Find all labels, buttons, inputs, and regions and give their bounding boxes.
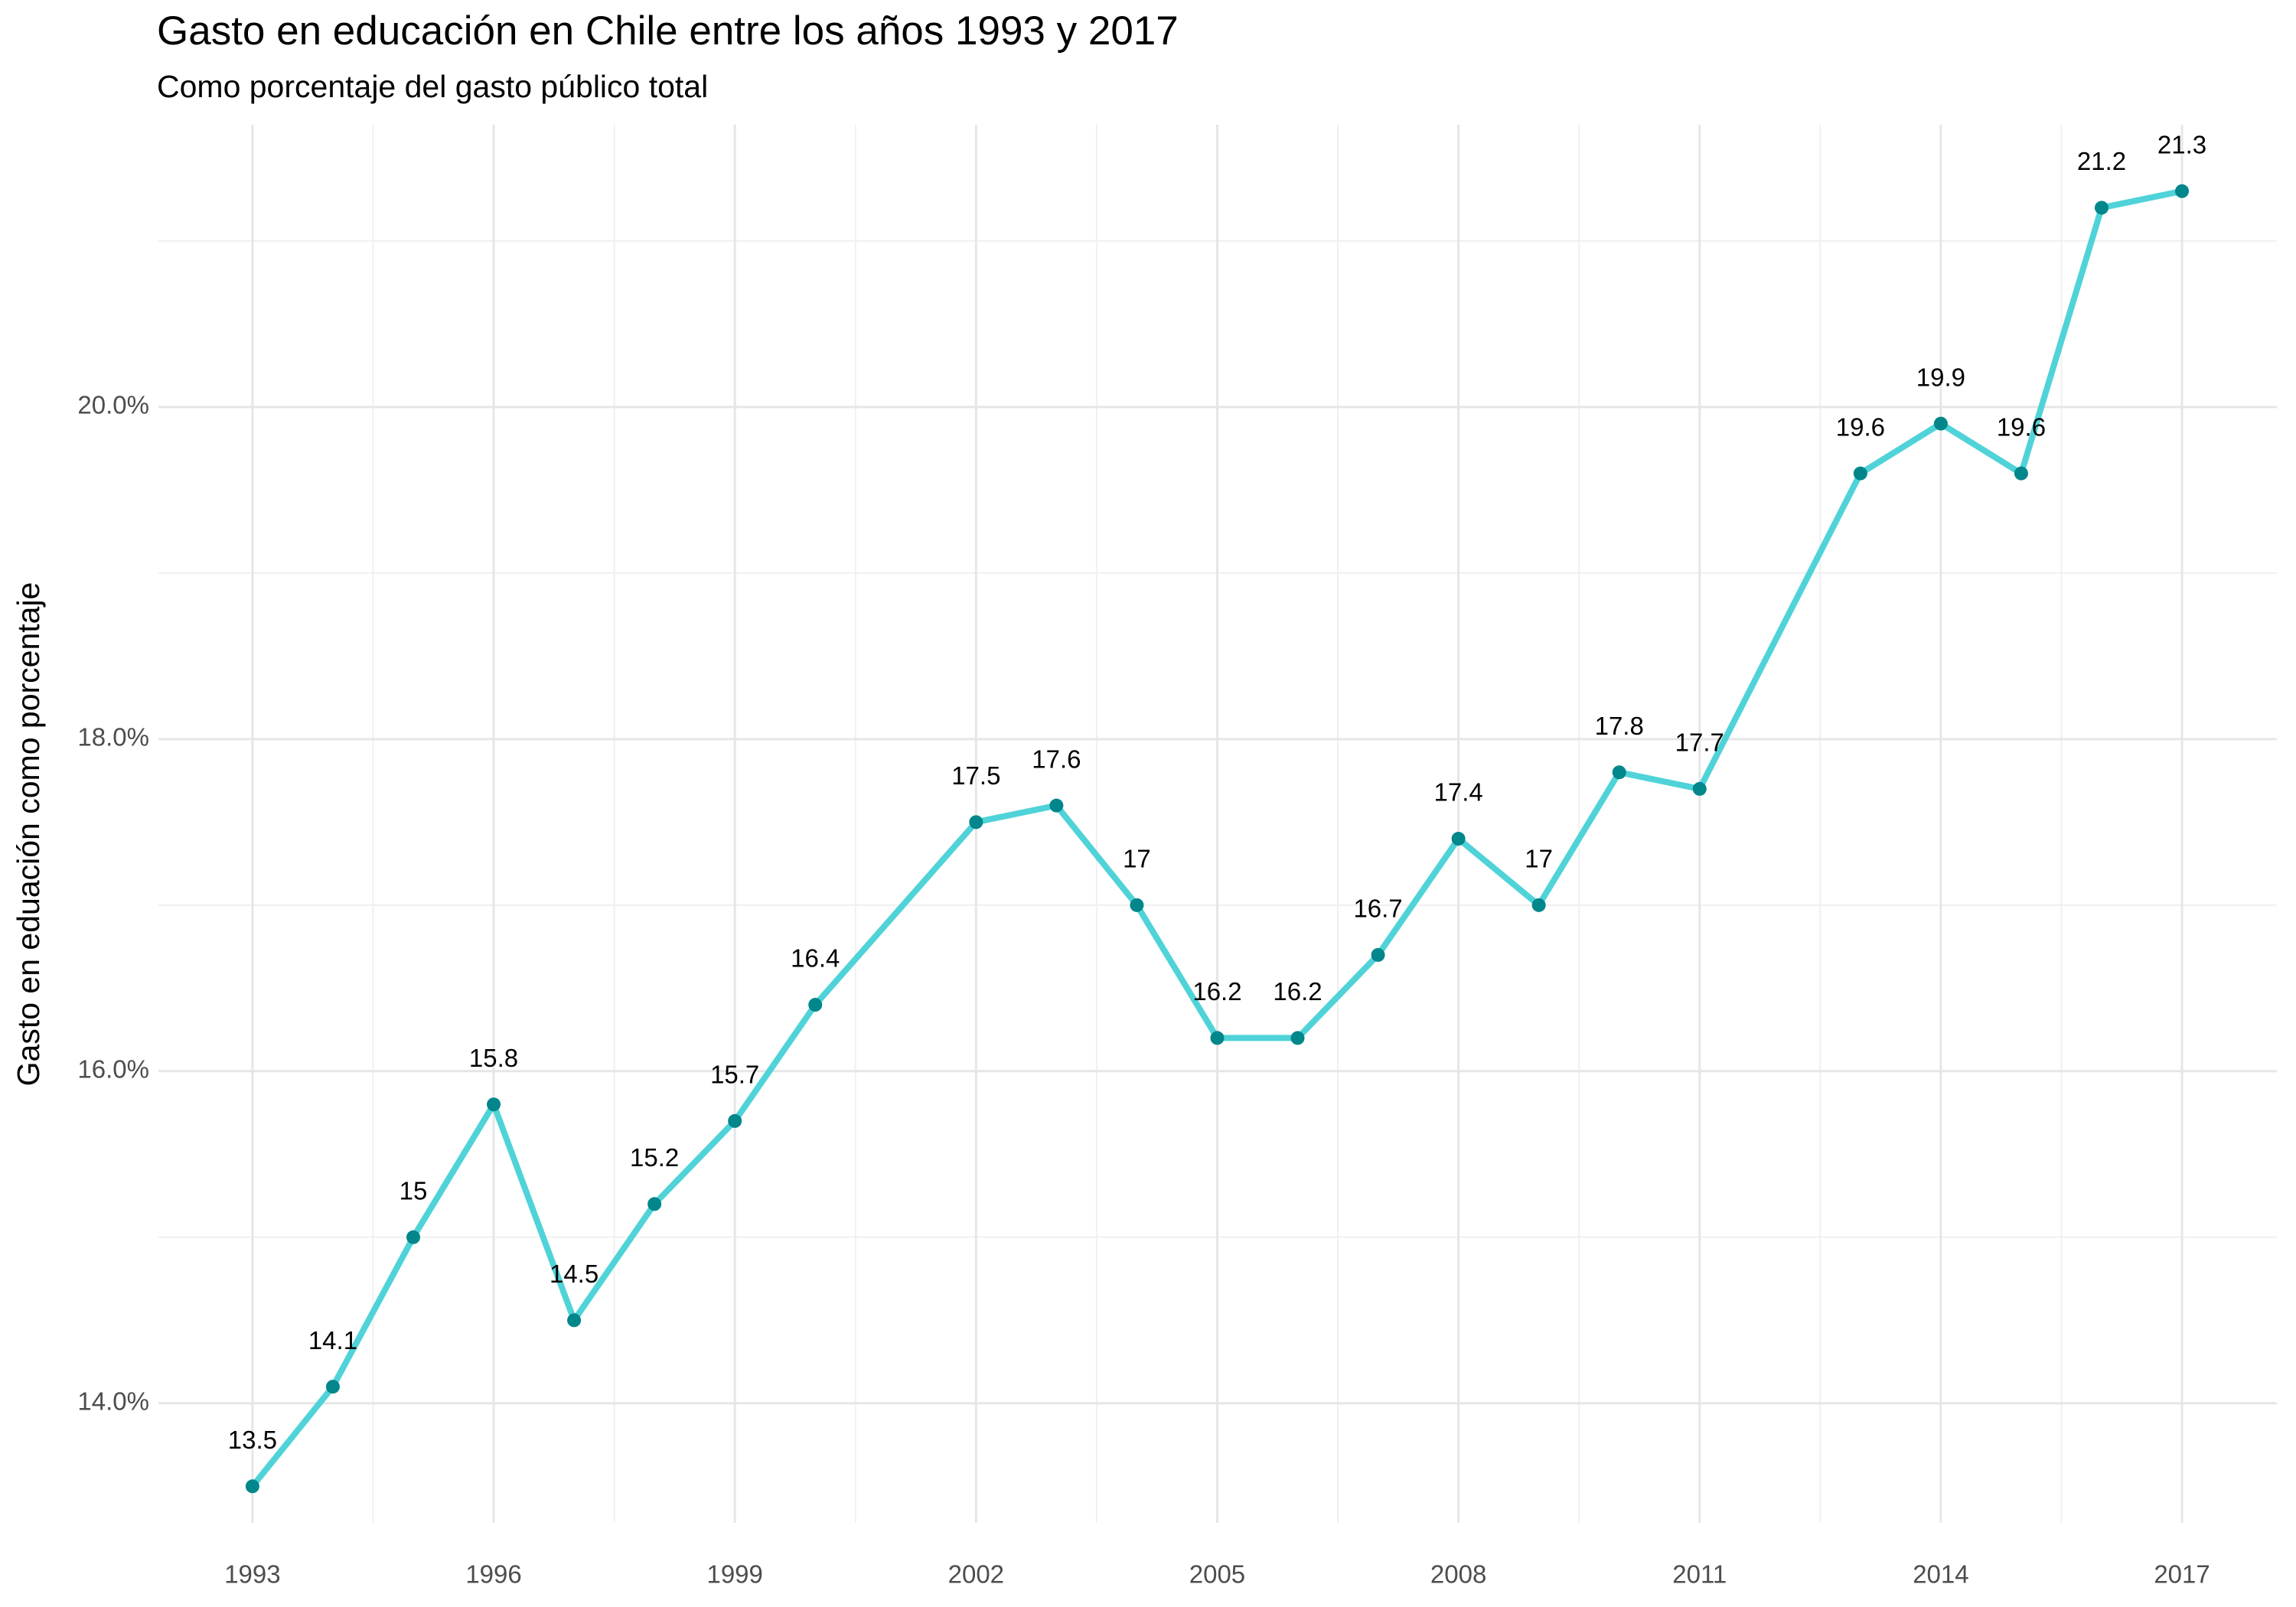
point	[1692, 781, 1707, 796]
point	[1049, 798, 1064, 813]
data-label: 17	[1123, 845, 1151, 873]
point	[2175, 184, 2190, 198]
data-label: 17.7	[1675, 729, 1724, 757]
point	[406, 1230, 421, 1244]
point	[1130, 898, 1144, 912]
data-label: 15.7	[710, 1061, 759, 1089]
data-label: 19.9	[1916, 363, 1965, 391]
point	[1371, 947, 1385, 962]
point	[647, 1197, 662, 1211]
point	[567, 1313, 582, 1328]
data-label: 17.4	[1433, 778, 1482, 807]
point	[325, 1380, 340, 1394]
data-label: 15.8	[469, 1044, 518, 1072]
data-label: 15.2	[630, 1143, 679, 1172]
point	[245, 1479, 259, 1494]
x-tick-label: 1996	[465, 1560, 521, 1589]
chart-title: Gasto en educación en Chile entre los añ…	[157, 8, 1179, 54]
point	[1612, 765, 1626, 780]
x-tick-label: 2005	[1189, 1560, 1245, 1589]
x-tick-label: 1999	[706, 1560, 762, 1589]
x-tick-label: 1993	[224, 1560, 280, 1589]
data-label: 17.8	[1595, 712, 1644, 740]
x-tick-label: 2011	[1672, 1560, 1727, 1589]
y-tick-label: 14.0%	[77, 1387, 149, 1415]
data-label: 16.4	[791, 944, 840, 973]
point	[2014, 466, 2028, 481]
point	[1853, 466, 1867, 481]
data-label: 21.2	[2077, 147, 2126, 175]
data-label: 17.5	[951, 761, 1000, 790]
point	[1933, 416, 1948, 431]
data-label: 21.3	[2157, 131, 2206, 159]
point	[1210, 1031, 1225, 1045]
data-label: 17.6	[1032, 745, 1081, 773]
data-label: 13.5	[228, 1426, 277, 1454]
x-tick-label: 2014	[1913, 1560, 1968, 1589]
point	[728, 1113, 742, 1128]
point	[1451, 832, 1466, 846]
y-tick-label: 16.0%	[77, 1055, 149, 1084]
data-label: 15	[400, 1177, 428, 1205]
point	[1290, 1031, 1305, 1045]
y-tick-label: 20.0%	[77, 391, 149, 419]
y-axis-title: Gasto en eduación como porcentaje	[11, 582, 46, 1087]
point	[487, 1097, 501, 1112]
point	[1531, 898, 1546, 912]
chart-subtitle: Como porcentaje del gasto público total	[157, 69, 708, 104]
point	[2094, 200, 2108, 215]
x-tick-label: 2017	[2154, 1560, 2210, 1589]
data-label: 14.5	[550, 1260, 598, 1288]
point	[808, 998, 823, 1012]
data-label: 14.1	[308, 1326, 357, 1354]
data-label: 19.6	[1836, 412, 1885, 441]
data-label: 19.6	[1997, 412, 2046, 441]
data-label: 16.2	[1273, 977, 1322, 1006]
x-tick-label: 2002	[948, 1560, 1004, 1589]
y-tick-label: 18.0%	[77, 723, 149, 751]
x-tick-label: 2008	[1430, 1560, 1486, 1589]
point	[969, 815, 983, 830]
data-label: 17	[1525, 845, 1553, 873]
data-label: 16.7	[1353, 895, 1402, 923]
data-label: 16.2	[1192, 977, 1241, 1006]
